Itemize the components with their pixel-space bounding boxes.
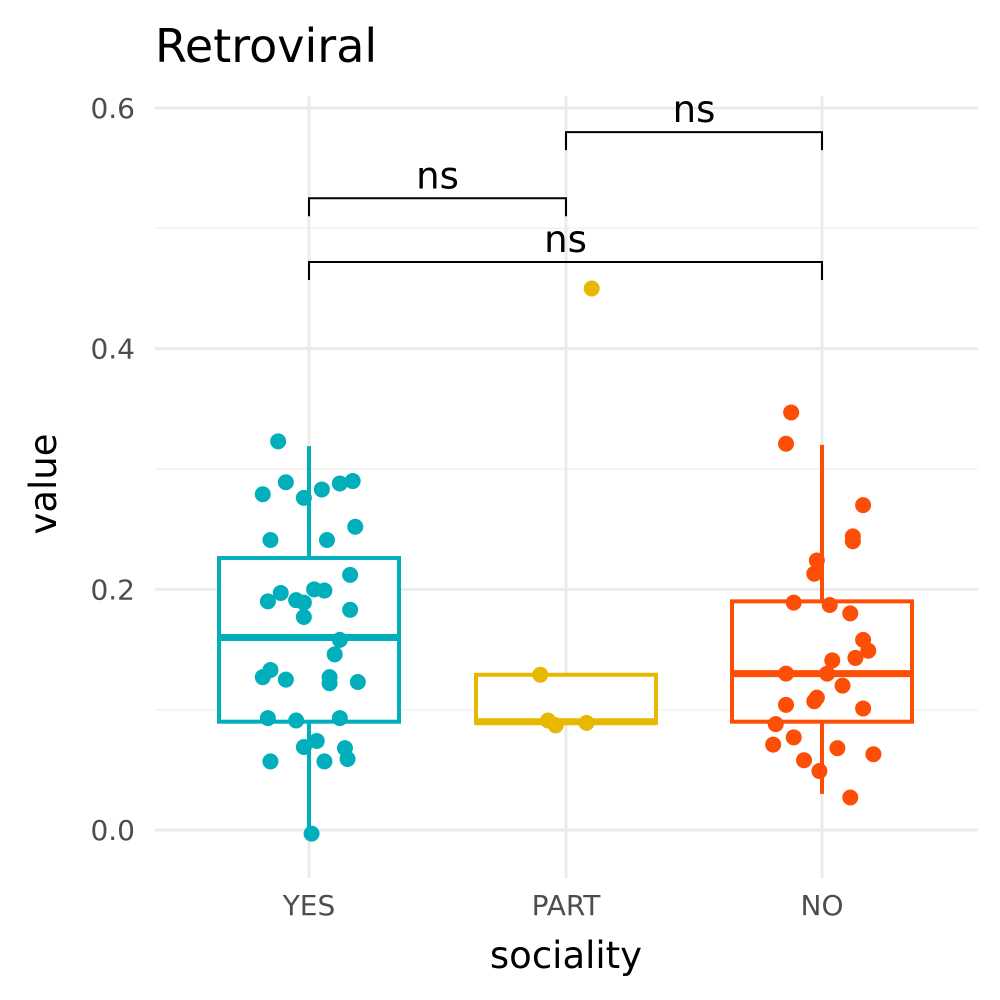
- data-point-yes: [326, 646, 343, 663]
- data-point-no: [821, 596, 838, 613]
- data-point-yes: [347, 518, 364, 535]
- x-tick-label: PART: [532, 889, 602, 922]
- data-point-yes: [288, 712, 305, 729]
- data-point-yes: [339, 751, 356, 768]
- data-point-yes: [342, 566, 359, 583]
- data-point-no: [842, 789, 859, 806]
- data-point-no: [855, 497, 872, 514]
- data-point-yes: [295, 594, 312, 611]
- data-point-no: [808, 552, 825, 569]
- data-point-no: [806, 693, 823, 710]
- x-tick-label: NO: [801, 889, 844, 922]
- bracket-line: [308, 261, 823, 281]
- data-point-part: [583, 280, 600, 297]
- data-point-no: [785, 594, 802, 611]
- data-point-no: [865, 746, 882, 763]
- data-point-yes: [316, 753, 333, 770]
- data-point-yes: [272, 584, 289, 601]
- data-point-yes: [303, 825, 320, 842]
- data-point-no: [819, 665, 836, 682]
- data-point-no: [767, 716, 784, 733]
- data-point-no: [842, 605, 859, 622]
- comparison-bracket: ns: [308, 154, 567, 217]
- data-point-no: [844, 533, 861, 550]
- data-points: [254, 280, 882, 842]
- data-point-yes: [331, 710, 348, 727]
- x-tick-label: YES: [282, 889, 336, 922]
- data-point-yes: [254, 669, 271, 686]
- data-point-yes: [344, 473, 361, 490]
- data-point-yes: [259, 710, 276, 727]
- data-point-no: [783, 404, 800, 421]
- data-point-no: [847, 649, 864, 666]
- data-point-yes: [331, 475, 348, 492]
- data-point-no: [829, 740, 846, 757]
- box-yes: [217, 446, 401, 834]
- data-point-no: [834, 677, 851, 694]
- y-tick-label: 0.0: [90, 814, 135, 847]
- data-point-no: [811, 763, 828, 780]
- data-point-yes: [262, 531, 279, 548]
- data-point-no: [860, 642, 877, 659]
- data-point-yes: [270, 433, 287, 450]
- data-point-no: [778, 696, 795, 713]
- box-no: [730, 444, 914, 794]
- significance-label: ns: [673, 88, 716, 131]
- data-point-yes: [295, 609, 312, 626]
- data-point-yes: [295, 738, 312, 755]
- data-point-part: [547, 717, 564, 734]
- data-point-yes: [313, 481, 330, 498]
- data-point-no: [824, 652, 841, 669]
- data-point-yes: [259, 593, 276, 610]
- data-point-yes: [349, 673, 366, 690]
- data-point-no: [778, 435, 795, 452]
- comparison-bracket: ns: [308, 218, 823, 281]
- chart-title: Retroviral: [155, 19, 377, 73]
- y-axis-title: value: [22, 433, 65, 534]
- axis-labels: 0.0 0.2 0.4 0.6 YES PART NO: [90, 92, 843, 922]
- data-point-no: [765, 736, 782, 753]
- y-tick-label: 0.6: [90, 92, 135, 125]
- data-point-yes: [277, 474, 294, 491]
- significance-label: ns: [544, 218, 587, 261]
- data-point-no: [796, 752, 813, 769]
- data-point-yes: [295, 489, 312, 506]
- data-point-yes: [316, 582, 333, 599]
- data-point-yes: [254, 486, 271, 503]
- bracket-line: [308, 197, 567, 217]
- box-body: [474, 672, 658, 725]
- data-point-yes: [318, 531, 335, 548]
- data-point-yes: [321, 675, 338, 692]
- significance-label: ns: [416, 154, 459, 197]
- box-part: [474, 672, 658, 726]
- y-tick-label: 0.2: [90, 573, 135, 606]
- data-point-yes: [331, 631, 348, 648]
- data-point-part: [578, 714, 595, 731]
- data-point-no: [855, 700, 872, 717]
- data-point-yes: [277, 671, 294, 688]
- data-point-part: [532, 666, 549, 683]
- significance-brackets: ns ns ns: [308, 88, 823, 281]
- data-point-yes: [342, 601, 359, 618]
- data-point-no: [806, 565, 823, 582]
- y-tick-label: 0.4: [90, 333, 135, 366]
- x-axis-title: sociality: [490, 934, 642, 977]
- data-point-no: [785, 729, 802, 746]
- bracket-line: [565, 131, 823, 151]
- data-point-yes: [308, 732, 325, 749]
- comparison-bracket: ns: [565, 88, 823, 151]
- data-point-no: [778, 665, 795, 682]
- data-point-yes: [262, 753, 279, 770]
